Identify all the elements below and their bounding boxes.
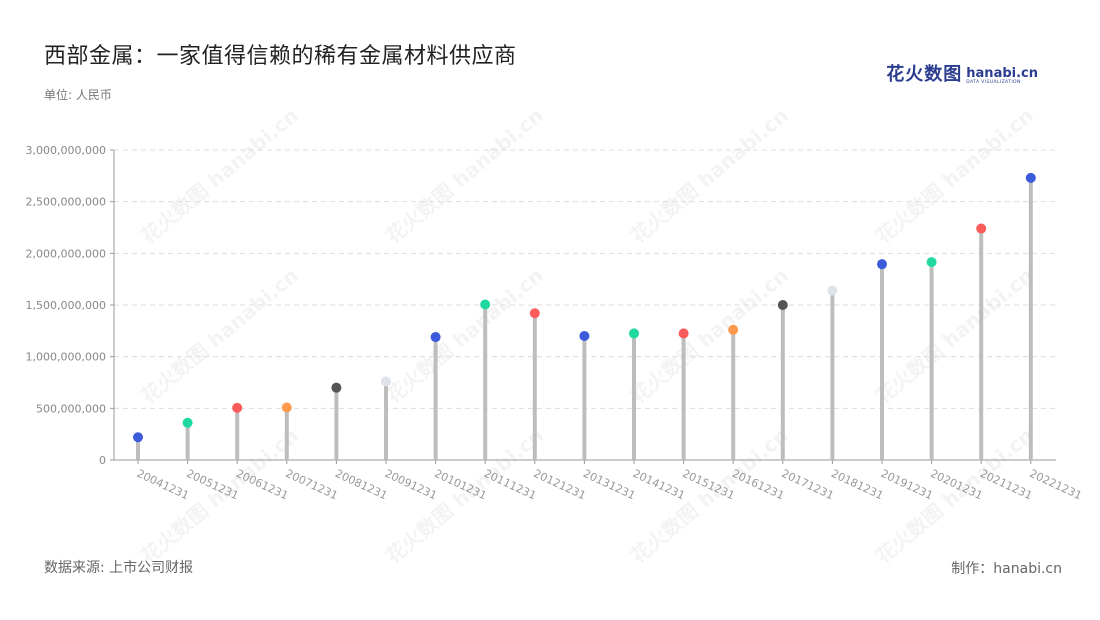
lollipop-dot — [777, 300, 788, 310]
lollipop-dot — [281, 402, 292, 413]
y-tick-label: 2,500,000,000 — [26, 196, 106, 209]
x-tick-label: 20061231 — [234, 467, 290, 502]
logo-en-text: hanabi.cn — [966, 66, 1038, 81]
x-tick-label: 20121231 — [532, 467, 588, 502]
data-source: 数据来源: 上市公司财报 — [44, 560, 194, 576]
lollipop-dot — [430, 332, 441, 343]
logo-cn-text: 花火数图 — [886, 64, 963, 85]
x-tick-label: 20211231 — [978, 467, 1034, 502]
y-tick-label: 1,500,000,000 — [26, 299, 106, 312]
x-tick-label: 20131231 — [581, 467, 637, 502]
lollipop-dot — [976, 223, 987, 234]
lollipop-dot — [480, 299, 491, 310]
credit-label: 制作：hanabi.cn — [951, 561, 1062, 577]
x-tick-label: 20141231 — [631, 467, 687, 502]
x-tick-label: 20171231 — [780, 467, 836, 502]
x-tick-label: 20051231 — [184, 467, 240, 502]
x-tick-label: 20181231 — [829, 467, 885, 502]
lollipop-dot — [579, 331, 590, 341]
x-tick-label: 20221231 — [1028, 467, 1084, 502]
lollipop-dot — [877, 259, 887, 270]
lollipop-dot — [232, 402, 243, 413]
y-tick-label: 1,000,000,000 — [26, 351, 106, 364]
lollipop-dot — [926, 257, 937, 268]
x-tick-label: 20161231 — [730, 467, 786, 502]
lollipop-dot — [629, 328, 639, 339]
lollipop-dot — [331, 382, 342, 393]
x-tick-label: 20071231 — [284, 467, 340, 502]
lollipop-dot — [728, 324, 739, 335]
lollipop-dot — [133, 432, 143, 443]
brand-logo: 花火数图 hanabi.cn DATA VISUALIZATION — [886, 60, 1038, 86]
y-tick-label: 2,000,000,000 — [26, 247, 106, 260]
lollipop-dot — [529, 308, 540, 319]
x-tick-label: 20101231 — [432, 467, 488, 502]
y-tick-label: 500,000,000 — [36, 402, 106, 415]
lollipop-dot — [1025, 172, 1036, 183]
x-tick-label: 20081231 — [333, 467, 389, 502]
logo-en-block: hanabi.cn DATA VISUALIZATION — [966, 67, 1038, 86]
lollipop-dot — [678, 328, 689, 339]
chart-title: 西部金属：一家值得信赖的稀有金属材料供应商 — [44, 44, 517, 69]
x-tick-label: 20151231 — [680, 467, 736, 502]
x-tick-label: 20191231 — [879, 467, 935, 502]
lollipop-dot — [827, 285, 838, 296]
logo-en-subtext: DATA VISUALIZATION — [966, 80, 1021, 85]
x-tick-label: 20091231 — [383, 467, 439, 502]
y-tick-label: 0 — [99, 454, 106, 467]
lollipop-dot — [182, 417, 193, 428]
x-tick-label: 20201231 — [928, 467, 984, 502]
x-tick-label: 20111231 — [482, 467, 538, 502]
unit-label: 单位: 人民币 — [44, 88, 112, 102]
lollipop-dot — [381, 376, 391, 387]
x-tick-label: 20041231 — [135, 467, 191, 502]
y-tick-label: 3,000,000,000 — [26, 144, 106, 157]
